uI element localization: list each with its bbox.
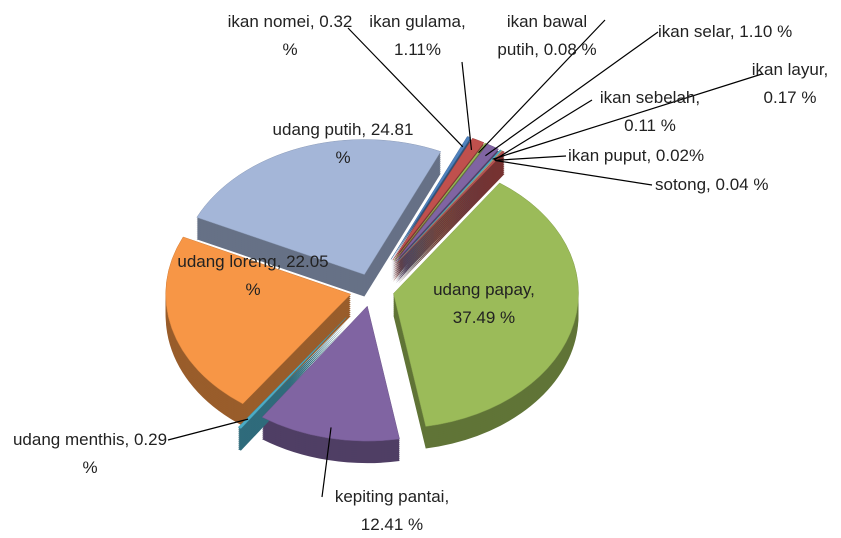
label-name: ikan sebelah	[599, 88, 696, 107]
label-separator: ,	[823, 60, 829, 79]
label-name: sotong	[655, 175, 707, 194]
label-name: kepiting pantai	[334, 487, 445, 506]
data-label: ikan nomei, 0.32 %	[225, 8, 355, 64]
slice-side	[390, 138, 471, 262]
label-separator: ,	[706, 175, 711, 194]
data-label: ikan sebelah, 0.11 %	[590, 84, 710, 140]
slice-side	[397, 157, 505, 269]
leader-line	[494, 155, 567, 161]
leader-line	[493, 99, 593, 161]
label-name: ikan gulama	[369, 12, 461, 31]
label-separator: ,	[444, 487, 450, 506]
leader-line	[485, 31, 659, 157]
slice-side	[397, 173, 505, 285]
data-label: ikan puput, 0.02%	[568, 142, 768, 170]
data-label: udang putih, 24.81 %	[268, 116, 418, 172]
data-label: udang menthis, 0.29 %	[10, 426, 170, 482]
slice-side	[397, 153, 505, 265]
label-value: 0.08 %	[543, 40, 597, 59]
label-name: udang papay	[433, 280, 531, 299]
data-label: udang papay, 37.49 %	[414, 276, 554, 332]
leader-line	[495, 159, 653, 186]
label-name: udang loreng	[177, 252, 277, 271]
label-separator: ,	[361, 120, 367, 139]
slice	[393, 182, 579, 427]
label-name: ikan layur	[751, 60, 824, 79]
label-name: ikan bawal putih	[497, 12, 588, 59]
data-label: kepiting pantai, 12.41 %	[327, 483, 457, 538]
label-value: 0.04 %	[715, 175, 769, 194]
leader-line	[478, 19, 606, 154]
label-separator: ,	[534, 40, 539, 59]
data-label: ikan selar, 1.10 %	[658, 18, 841, 46]
data-label: ikan layur, 0.17 %	[740, 56, 840, 112]
label-separator: ,	[276, 252, 282, 271]
data-label: udang loreng, 22.05 %	[168, 248, 338, 304]
label-value: 0.11 %	[624, 116, 676, 135]
label-separator: ,	[646, 146, 652, 165]
label-value: 1.10 %	[739, 22, 793, 41]
slice-side	[397, 163, 505, 275]
label-separator: ,	[530, 280, 535, 299]
label-value: 1.11%	[394, 40, 441, 59]
slice	[392, 137, 485, 261]
label-name: ikan nomei	[227, 12, 310, 31]
slice	[196, 139, 442, 275]
label-name: udang putih	[272, 120, 362, 139]
label-name: ikan puput	[568, 146, 647, 165]
slice	[395, 143, 499, 262]
data-label: ikan gulama, 1.11%	[355, 8, 480, 64]
label-name: udang menthis	[12, 430, 125, 449]
slice-side	[397, 159, 505, 271]
slice-side	[397, 155, 505, 267]
leader-line	[492, 73, 763, 160]
label-value: 0.29 %	[82, 430, 168, 477]
slice	[237, 317, 347, 429]
slice-side	[394, 145, 487, 263]
slice-side	[397, 161, 505, 273]
data-label: sotong, 0.04 %	[655, 171, 835, 199]
label-value: 0.32 %	[282, 12, 353, 59]
slice	[261, 305, 400, 442]
label-separator: ,	[309, 12, 315, 31]
label-value: 12.41 %	[360, 515, 424, 534]
label-value: 0.02%	[655, 146, 705, 165]
slice-side	[397, 167, 505, 279]
leader-line	[167, 418, 249, 441]
slice	[397, 150, 505, 263]
label-separator: ,	[695, 88, 701, 107]
label-value: 24.81 %	[335, 120, 414, 167]
label-separator: ,	[729, 22, 735, 41]
slice	[165, 236, 352, 405]
data-label: ikan bawal putih, 0.08 %	[487, 8, 607, 64]
label-value: 0.17 %	[763, 88, 817, 107]
label-value: 22.05 %	[245, 252, 329, 299]
label-separator: ,	[460, 12, 466, 31]
leader-line	[321, 427, 332, 498]
leader-line	[347, 27, 464, 148]
label-separator: ,	[124, 430, 130, 449]
leader-line	[461, 61, 473, 150]
slice-side	[397, 165, 505, 277]
label-value: 37.49 %	[452, 308, 516, 327]
label-name: ikan selar	[658, 22, 730, 41]
slice-side	[397, 169, 505, 281]
slice-side	[397, 171, 505, 283]
